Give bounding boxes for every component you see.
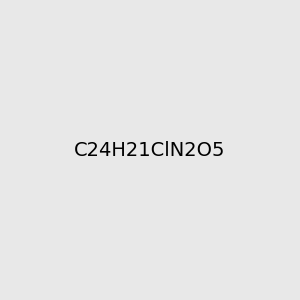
Text: C24H21ClN2O5: C24H21ClN2O5 bbox=[74, 140, 226, 160]
